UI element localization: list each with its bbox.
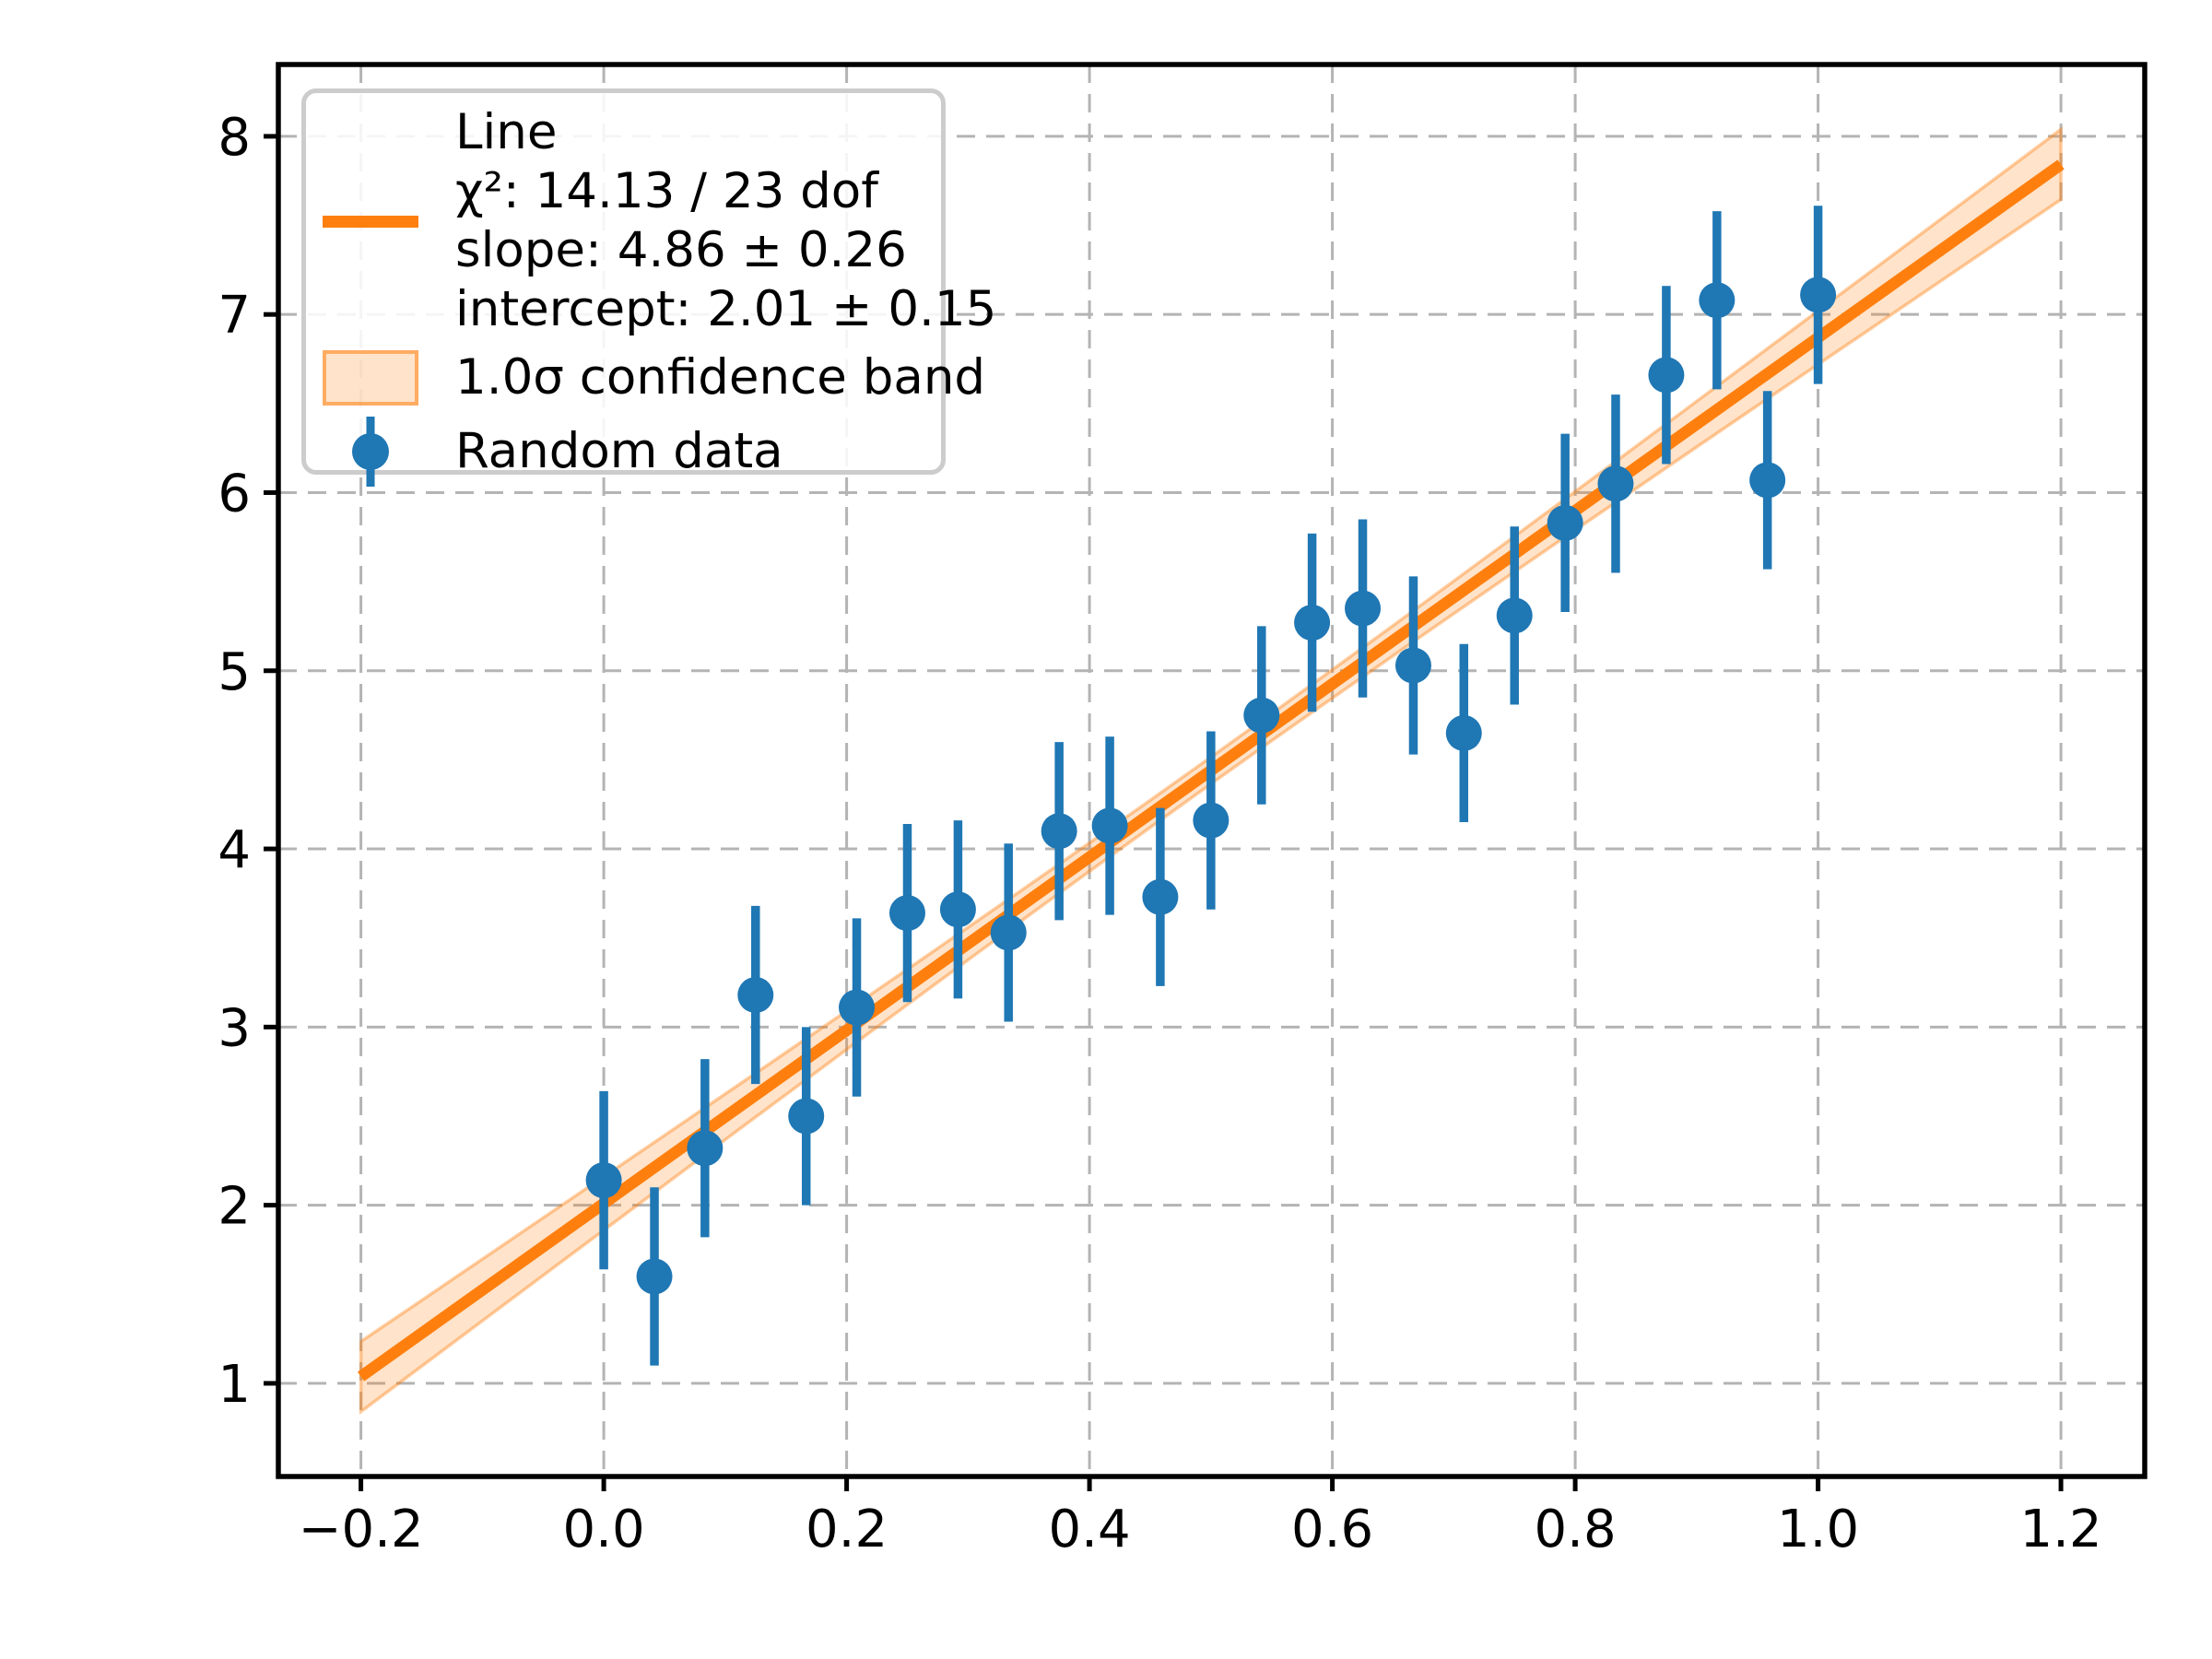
legend-fit-slope: slope: 4.86 ± 0.26 xyxy=(455,222,907,278)
data-point xyxy=(839,989,876,1026)
data-point xyxy=(788,1098,825,1135)
data-point xyxy=(1445,714,1482,751)
x-tick-label: 1.0 xyxy=(1777,1500,1859,1559)
x-tick-label: 0.2 xyxy=(806,1500,888,1559)
data-point xyxy=(1749,462,1786,499)
legend-entry-fit: Line χ²: 14.13 / 23 dof slope: 4.86 ± 0.… xyxy=(323,103,996,339)
x-tick-label: −0.2 xyxy=(299,1500,424,1559)
plot-border xyxy=(276,62,2147,1479)
data-point xyxy=(1193,802,1230,839)
axis-ticks xyxy=(264,134,2064,1491)
data-point xyxy=(939,891,976,928)
x-tick-labels: −0.2 0.0 0.2 0.4 0.6 0.8 1.0 1.2 xyxy=(299,1500,2102,1559)
fit-line-swatch xyxy=(323,215,418,228)
x-tick-label: 0.6 xyxy=(1291,1500,1373,1559)
data-point xyxy=(636,1258,673,1295)
data-point xyxy=(737,977,774,1014)
legend-data-label-box: Random data xyxy=(455,422,783,481)
y-tick-label: 1 xyxy=(218,1355,251,1415)
legend-fit-intercept: intercept: 2.01 ± 0.15 xyxy=(455,281,997,337)
data-point xyxy=(585,1162,622,1199)
data-points xyxy=(585,276,1837,1295)
data-point xyxy=(1496,597,1533,634)
legend-fit-chi2: χ²: 14.13 / 23 dof xyxy=(455,163,878,219)
data-point xyxy=(888,895,925,932)
legend-band-handle-box xyxy=(323,350,418,406)
confidence-band-swatch xyxy=(323,350,418,406)
x-tick-label: 0.8 xyxy=(1535,1500,1617,1559)
legend-data-label: Random data xyxy=(455,423,783,479)
data-point xyxy=(687,1130,724,1167)
legend-fit-title: Line xyxy=(455,104,558,160)
data-point xyxy=(1294,605,1331,641)
data-point xyxy=(1648,357,1685,394)
data-point xyxy=(1345,590,1382,627)
x-tick-label: 1.2 xyxy=(2020,1500,2102,1559)
y-tick-label: 8 xyxy=(218,108,251,168)
data-point-swatch xyxy=(352,417,389,487)
legend-fit-labels: Line χ²: 14.13 / 23 dof slope: 4.86 ± 0.… xyxy=(455,103,996,339)
legend-data-handle-box xyxy=(323,417,418,487)
data-point xyxy=(1547,504,1583,541)
y-tick-label: 4 xyxy=(218,820,251,880)
data-point xyxy=(1699,282,1735,319)
legend-fit-handle-box xyxy=(323,215,418,228)
legend-entry-data: Random data xyxy=(323,417,924,487)
axes-frame xyxy=(276,62,2147,1479)
data-point xyxy=(1041,813,1077,850)
y-tick-label: 3 xyxy=(218,998,251,1058)
y-tick-label: 6 xyxy=(218,464,251,524)
x-tick-label: 0.4 xyxy=(1049,1500,1131,1559)
data-point xyxy=(1091,807,1128,844)
data-point xyxy=(1243,697,1280,734)
data-point-swatch-dot xyxy=(352,433,389,470)
legend-band-label-box: 1.0σ confidence band xyxy=(455,348,985,407)
data-point xyxy=(1142,878,1179,915)
data-point xyxy=(1394,647,1431,684)
y-tick-labels: 1 2 3 4 5 6 7 8 xyxy=(218,108,251,1415)
legend-band-label: 1.0σ confidence band xyxy=(455,349,986,406)
data-point xyxy=(1800,276,1837,313)
data-point xyxy=(990,914,1027,951)
data-point xyxy=(1597,465,1634,502)
legend-entry-band: 1.0σ confidence band xyxy=(323,348,985,407)
x-tick-label: 0.0 xyxy=(563,1500,645,1559)
y-tick-label: 2 xyxy=(218,1177,251,1237)
y-tick-label: 7 xyxy=(218,286,251,346)
y-tick-label: 5 xyxy=(218,642,251,702)
legend: Line χ²: 14.13 / 23 dof slope: 4.86 ± 0.… xyxy=(301,88,996,487)
